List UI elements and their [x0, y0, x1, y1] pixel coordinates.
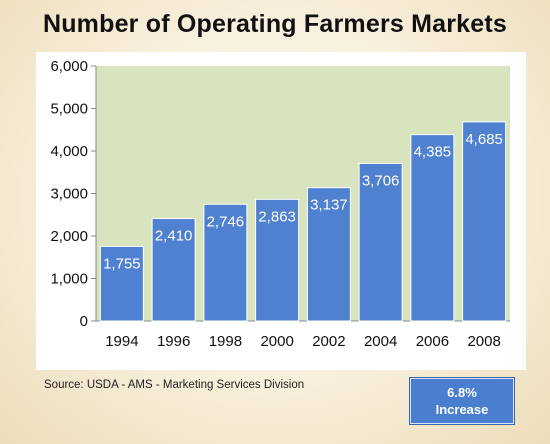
y-tick-label: 0 — [80, 313, 88, 330]
bar-value-label: 3,706 — [362, 172, 400, 189]
bar — [462, 121, 507, 322]
y-tick-label: 6,000 — [50, 58, 88, 75]
bar — [306, 187, 351, 322]
bar-value-label: 2,410 — [155, 228, 193, 245]
chart-panel: 0 1,000 2,000 3,000 4,000 5,000 6,000 1,755 1994… — [36, 52, 526, 370]
chart-title: Number of Operating Farmers Markets — [42, 10, 508, 38]
y-tick-label: 4,000 — [50, 143, 88, 160]
x-tick-label: 2006 — [416, 333, 449, 350]
bar — [358, 162, 403, 322]
bar — [203, 203, 248, 322]
x-tick-label: 1996 — [157, 333, 190, 350]
bar — [99, 245, 144, 322]
bar-value-label: 2,746 — [207, 213, 245, 230]
y-tick-label: 5,000 — [50, 101, 88, 118]
x-tick-label: 1994 — [105, 333, 138, 350]
x-tick-label: 1998 — [209, 333, 242, 350]
bar-value-label: 1,755 — [103, 255, 141, 272]
bar — [410, 134, 455, 322]
y-tick-label: 3,000 — [50, 186, 88, 203]
x-tick-label: 2004 — [364, 333, 397, 350]
y-tick-label: 2,000 — [50, 228, 88, 245]
x-tick-label: 2000 — [260, 333, 293, 350]
bar — [151, 218, 196, 322]
bar-chart: 0 1,000 2,000 3,000 4,000 5,000 6,000 1,755 1994… — [50, 58, 510, 350]
bar — [255, 198, 300, 322]
increase-percent: 6.8% — [447, 385, 477, 400]
y-tick-label: 1,000 — [50, 271, 88, 288]
bar-value-label: 4,385 — [414, 144, 452, 161]
increase-badge: 6.8% Increase — [409, 377, 515, 425]
x-tick-label: 2002 — [312, 333, 345, 350]
source-note: Source: USDA - AMS - Marketing Services … — [44, 379, 305, 391]
bar-value-label: 2,863 — [258, 208, 296, 225]
increase-label: Increase — [435, 402, 489, 417]
x-tick-label: 2008 — [467, 333, 500, 350]
bar-value-label: 4,685 — [465, 131, 503, 148]
bar-value-label: 3,137 — [310, 197, 348, 214]
